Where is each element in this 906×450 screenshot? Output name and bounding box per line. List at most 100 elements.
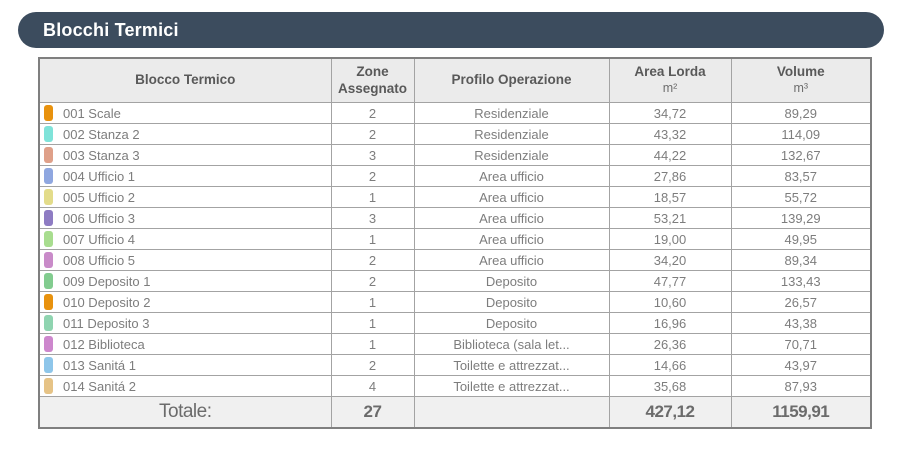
volume-cell: 114,09 xyxy=(730,123,872,145)
block-name: 011 Deposito 3 xyxy=(63,315,150,331)
col-header-unit: m³ xyxy=(793,81,809,96)
table-row[interactable]: 007 Ufficio 4 1 Area ufficio 19,00 49,95 xyxy=(38,228,872,250)
table-row[interactable]: 002 Stanza 2 2 Residenziale 43,32 114,09 xyxy=(38,123,872,145)
table-row[interactable]: 006 Ufficio 3 3 Area ufficio 53,21 139,2… xyxy=(38,207,872,229)
volume-cell: 89,34 xyxy=(730,249,872,271)
block-name-cell: 008 Ufficio 5 xyxy=(38,249,332,271)
col-header-unit: m² xyxy=(662,81,678,96)
zone-cell: 2 xyxy=(330,165,415,187)
block-name: 003 Stanza 3 xyxy=(63,147,140,163)
col-header-volume: Volume m³ xyxy=(730,57,872,103)
volume-cell: 43,38 xyxy=(730,312,872,334)
block-name-cell: 006 Ufficio 3 xyxy=(38,207,332,229)
zone-cell: 2 xyxy=(330,102,415,124)
area-cell: 19,00 xyxy=(608,228,732,250)
profile-cell: Residenziale xyxy=(413,102,610,124)
zone-cell: 2 xyxy=(330,354,415,376)
zone-cell: 1 xyxy=(330,333,415,355)
table-row[interactable]: 003 Stanza 3 3 Residenziale 44,22 132,67 xyxy=(38,144,872,166)
area-cell: 18,57 xyxy=(608,186,732,208)
title-bar: Blocchi Termici xyxy=(18,12,884,48)
table-row[interactable]: 010 Deposito 2 1 Deposito 10,60 26,57 xyxy=(38,291,872,313)
volume-cell: 49,95 xyxy=(730,228,872,250)
block-name: 008 Ufficio 5 xyxy=(63,252,136,268)
block-name-cell: 010 Deposito 2 xyxy=(38,291,332,313)
col-header-profilo-operazione: Profilo Operazione xyxy=(413,57,610,103)
col-header-zone-assegnato: Zone Assegnato xyxy=(330,57,415,103)
zone-cell: 1 xyxy=(330,186,415,208)
block-name-cell: 005 Ufficio 2 xyxy=(38,186,332,208)
table-header: Blocco Termico Zone Assegnato Profilo Op… xyxy=(38,57,872,103)
profile-cell: Biblioteca (sala let... xyxy=(413,333,610,355)
block-color-swatch xyxy=(44,315,53,331)
profile-cell: Area ufficio xyxy=(413,186,610,208)
block-name-cell: 003 Stanza 3 xyxy=(38,144,332,166)
profile-cell: Deposito xyxy=(413,270,610,292)
total-area: 427,12 xyxy=(608,396,732,429)
table-row[interactable]: 001 Scale 2 Residenziale 34,72 89,29 xyxy=(38,102,872,124)
profile-cell: Toilette e attrezzat... xyxy=(413,375,610,397)
zone-cell: 1 xyxy=(330,228,415,250)
block-name-cell: 002 Stanza 2 xyxy=(38,123,332,145)
total-label: Totale: xyxy=(38,396,332,429)
table-footer: Totale: 27 427,12 1159,91 xyxy=(38,396,872,429)
total-row: Totale: 27 427,12 1159,91 xyxy=(38,396,872,429)
area-cell: 16,96 xyxy=(608,312,732,334)
table-row[interactable]: 004 Ufficio 1 2 Area ufficio 27,86 83,57 xyxy=(38,165,872,187)
block-name-cell: 004 Ufficio 1 xyxy=(38,165,332,187)
col-header-label: Zone Assegnato xyxy=(337,63,408,96)
zone-cell: 2 xyxy=(330,123,415,145)
table-row[interactable]: 009 Deposito 1 2 Deposito 47,77 133,43 xyxy=(38,270,872,292)
block-name-cell: 011 Deposito 3 xyxy=(38,312,332,334)
zone-cell: 2 xyxy=(330,249,415,271)
table-body: 001 Scale 2 Residenziale 34,72 89,29 002… xyxy=(38,102,872,397)
area-cell: 53,21 xyxy=(608,207,732,229)
table-row[interactable]: 012 Biblioteca 1 Biblioteca (sala let...… xyxy=(38,333,872,355)
zone-cell: 2 xyxy=(330,270,415,292)
zone-cell: 4 xyxy=(330,375,415,397)
block-name: 013 Sanitá 1 xyxy=(63,357,137,373)
block-name: 004 Ufficio 1 xyxy=(63,168,136,184)
block-name-cell: 012 Biblioteca xyxy=(38,333,332,355)
area-cell: 26,36 xyxy=(608,333,732,355)
col-header-label: Blocco Termico xyxy=(135,72,236,88)
volume-cell: 89,29 xyxy=(730,102,872,124)
block-color-swatch xyxy=(44,189,53,205)
profile-cell: Residenziale xyxy=(413,123,610,145)
table-row[interactable]: 013 Sanitá 1 2 Toilette e attrezzat... 1… xyxy=(38,354,872,376)
volume-cell: 87,93 xyxy=(730,375,872,397)
profile-cell: Deposito xyxy=(413,312,610,334)
volume-cell: 83,57 xyxy=(730,165,872,187)
block-color-swatch xyxy=(44,252,53,268)
area-cell: 35,68 xyxy=(608,375,732,397)
area-cell: 34,20 xyxy=(608,249,732,271)
volume-cell: 133,43 xyxy=(730,270,872,292)
area-cell: 10,60 xyxy=(608,291,732,313)
block-color-swatch xyxy=(44,273,53,289)
profile-cell: Area ufficio xyxy=(413,165,610,187)
area-cell: 27,86 xyxy=(608,165,732,187)
area-cell: 44,22 xyxy=(608,144,732,166)
block-name: 012 Biblioteca xyxy=(63,336,145,352)
block-name: 005 Ufficio 2 xyxy=(63,189,136,205)
col-header-label: Area Lorda xyxy=(634,64,706,80)
block-name: 010 Deposito 2 xyxy=(63,294,151,310)
table-row[interactable]: 011 Deposito 3 1 Deposito 16,96 43,38 xyxy=(38,312,872,334)
table-row[interactable]: 014 Sanitá 2 4 Toilette e attrezzat... 3… xyxy=(38,375,872,397)
profile-cell: Area ufficio xyxy=(413,249,610,271)
block-name: 014 Sanitá 2 xyxy=(63,378,137,394)
table-row[interactable]: 005 Ufficio 2 1 Area ufficio 18,57 55,72 xyxy=(38,186,872,208)
block-color-swatch xyxy=(44,210,53,226)
table-row[interactable]: 008 Ufficio 5 2 Area ufficio 34,20 89,34 xyxy=(38,249,872,271)
zone-cell: 1 xyxy=(330,312,415,334)
col-header-area-lorda: Area Lorda m² xyxy=(608,57,732,103)
profile-cell: Area ufficio xyxy=(413,228,610,250)
zone-cell: 1 xyxy=(330,291,415,313)
block-name: 001 Scale xyxy=(63,105,121,121)
volume-cell: 139,29 xyxy=(730,207,872,229)
area-cell: 43,32 xyxy=(608,123,732,145)
thermal-blocks-table: Blocco Termico Zone Assegnato Profilo Op… xyxy=(38,57,872,429)
block-color-swatch xyxy=(44,378,53,394)
volume-cell: 55,72 xyxy=(730,186,872,208)
